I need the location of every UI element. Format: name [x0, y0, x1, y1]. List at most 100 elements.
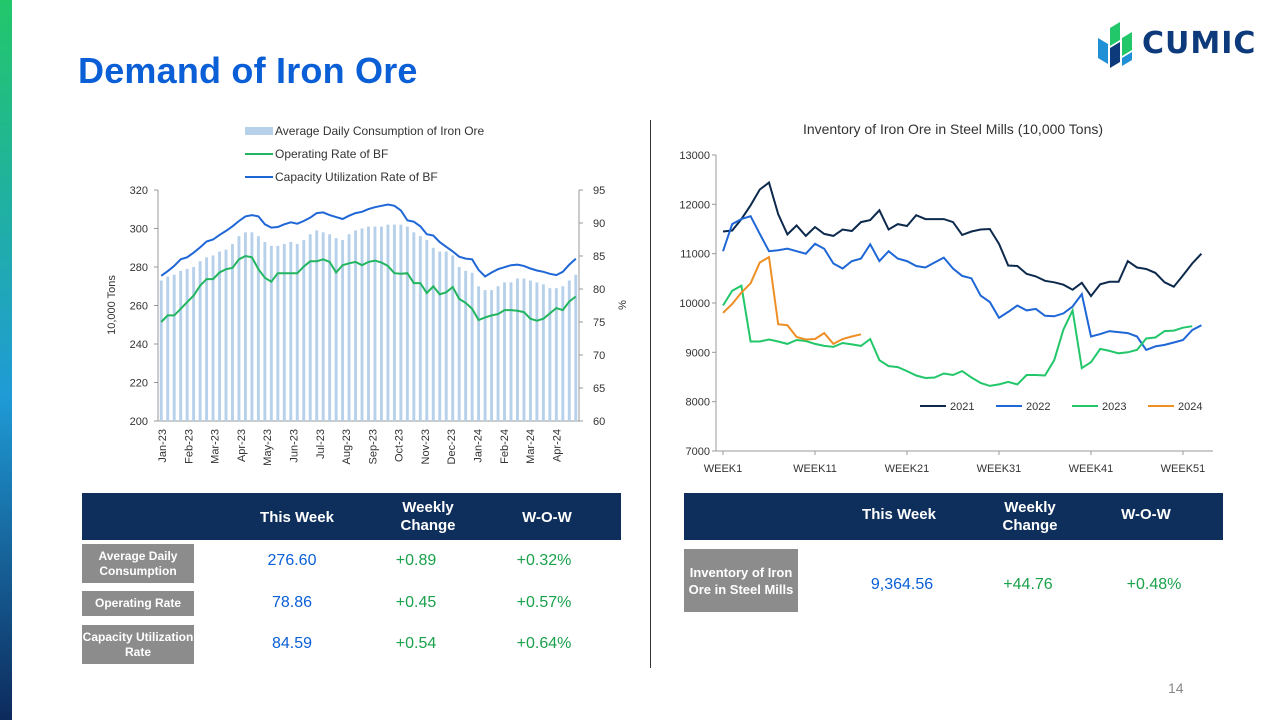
- consumption-bar: [470, 272, 474, 421]
- consumption-bar: [490, 290, 494, 421]
- right-table-header: This Week Weekly Change W-O-W: [684, 493, 1223, 540]
- row-label-capacity: Capacity Utilization Rate: [82, 625, 194, 664]
- x-tick-label: WEEK21: [885, 463, 930, 475]
- left-tick-label: 240: [130, 339, 148, 351]
- inventory-line-2022: [722, 214, 1202, 352]
- consumption-bar: [224, 249, 228, 421]
- consumption-bar: [185, 268, 189, 421]
- left-tick-label: 320: [130, 185, 148, 197]
- consumption-bar: [541, 284, 545, 421]
- consumption-bar: [218, 251, 221, 421]
- x-tick-label: Jun-23: [289, 429, 301, 463]
- right-tick-label: 95: [593, 185, 605, 197]
- consumption-bar: [295, 243, 299, 421]
- x-tick-label: Nov-23: [420, 429, 432, 464]
- left-table-header: This Week Weekly Change W-O-W: [82, 493, 621, 540]
- x-tick-label: WEEK1: [704, 463, 743, 475]
- capacity-utilization-line: [160, 203, 577, 278]
- legend-label: 2024: [1178, 401, 1202, 413]
- right-tick-label: 60: [593, 416, 605, 428]
- x-tick-label: Apr-24: [551, 429, 563, 462]
- consumption-bar: [289, 241, 293, 421]
- consumption-bar: [535, 282, 539, 421]
- x-tick-label: Sep-23: [367, 429, 379, 464]
- consumption-bar: [172, 274, 176, 421]
- consumption-bar: [321, 232, 325, 421]
- consumption-bar: [256, 236, 260, 421]
- consumption-this-week: 276.60: [267, 552, 317, 569]
- header-weekly-change: Weekly Change: [1002, 499, 1058, 534]
- legend-swatch-bar: [245, 127, 273, 135]
- consumption-bar: [574, 274, 578, 421]
- header-wow: W-O-W: [522, 509, 572, 526]
- consumption-bar: [425, 240, 429, 421]
- consumption-bar: [464, 270, 468, 421]
- x-tick-label: Mar-23: [210, 429, 222, 464]
- left-tick-label: 220: [130, 378, 148, 390]
- consumption-operating-chart: 200 220 240 260 280 300 320 60 65 70 75 80 85 90 95 10,…: [106, 124, 629, 466]
- consumption-bar: [211, 255, 215, 421]
- right-axis-label: %: [617, 300, 629, 310]
- x-tick-label: WEEK31: [977, 463, 1022, 475]
- consumption-wow: +0.32%: [516, 552, 572, 569]
- consumption-bar: [567, 280, 571, 421]
- brand-logo: CUMIC: [1096, 20, 1256, 70]
- consumption-bar: [347, 234, 351, 421]
- consumption-bar: [418, 236, 422, 421]
- legend-label: Average Daily Consumption of Iron Ore: [275, 124, 485, 138]
- right-tick-label: 65: [593, 383, 605, 395]
- left-accent-bar: [0, 0, 12, 720]
- consumption-bar: [516, 278, 519, 421]
- consumption-bar: [282, 243, 286, 421]
- inventory-this-week: 9,364.56: [870, 576, 934, 593]
- consumption-bar: [198, 261, 202, 421]
- chart-title: Inventory of Iron Ore in Steel Mills (10…: [803, 121, 1103, 137]
- header-this-week: This Week: [862, 506, 936, 523]
- x-tick-label: Jul-23: [315, 429, 327, 459]
- header-this-week: This Week: [260, 509, 334, 526]
- right-tick-label: 80: [593, 284, 605, 296]
- consumption-bar: [444, 251, 448, 421]
- x-tick-label: Feb-23: [183, 429, 195, 464]
- left-tick-label: 300: [130, 224, 148, 236]
- legend-label: Capacity Utilization Rate of BF: [275, 170, 438, 184]
- consumption-bar: [399, 224, 403, 421]
- x-tick-label: WEEK51: [1161, 463, 1206, 475]
- right-tick-label: 90: [593, 218, 605, 230]
- inventory-line-2021: [722, 180, 1203, 298]
- vertical-divider: [650, 120, 651, 668]
- consumption-bar: [496, 286, 500, 421]
- left-axis-label: 10,000 Tons: [106, 275, 118, 335]
- capacity-weekly-change: +0.54: [395, 635, 437, 652]
- inventory-weekly-change: +44.76: [1003, 576, 1053, 593]
- inventory-line-2023: [722, 284, 1193, 387]
- y-tick-label: 13000: [679, 150, 710, 162]
- capacity-wow: +0.64%: [516, 635, 572, 652]
- inventory-wow: +0.48%: [1126, 576, 1182, 593]
- x-tick-label: Feb-24: [499, 429, 511, 464]
- legend-label: 2022: [1026, 401, 1050, 413]
- consumption-bar: [341, 240, 345, 421]
- y-tick-label: 9000: [686, 347, 710, 359]
- x-tick-label: WEEK11: [793, 463, 837, 475]
- consumption-bar: [354, 230, 358, 421]
- operating-rate-this-week: 78.86: [271, 594, 313, 611]
- consumption-bar: [405, 226, 409, 421]
- consumption-bar: [457, 267, 461, 421]
- x-tick-label: Aug-23: [341, 429, 353, 464]
- capacity-this-week: 84.59: [271, 635, 313, 652]
- consumption-bar: [431, 247, 435, 421]
- x-tick-label: Jan-24: [473, 429, 485, 463]
- consumption-bar: [548, 288, 552, 421]
- right-tick-label: 75: [593, 317, 605, 329]
- inventory-chart: Inventory of Iron Ore in Steel Mills (10…: [679, 121, 1213, 475]
- x-tick-label: Oct-23: [394, 429, 406, 462]
- x-tick-label: May-23: [262, 429, 274, 466]
- consumption-bar: [159, 280, 163, 421]
- consumption-bar: [243, 232, 247, 421]
- operating-rate-line: [160, 254, 577, 323]
- consumption-bar: [315, 230, 319, 421]
- consumption-bar: [205, 257, 209, 421]
- consumption-bar: [231, 243, 234, 421]
- consumption-bar: [379, 226, 383, 421]
